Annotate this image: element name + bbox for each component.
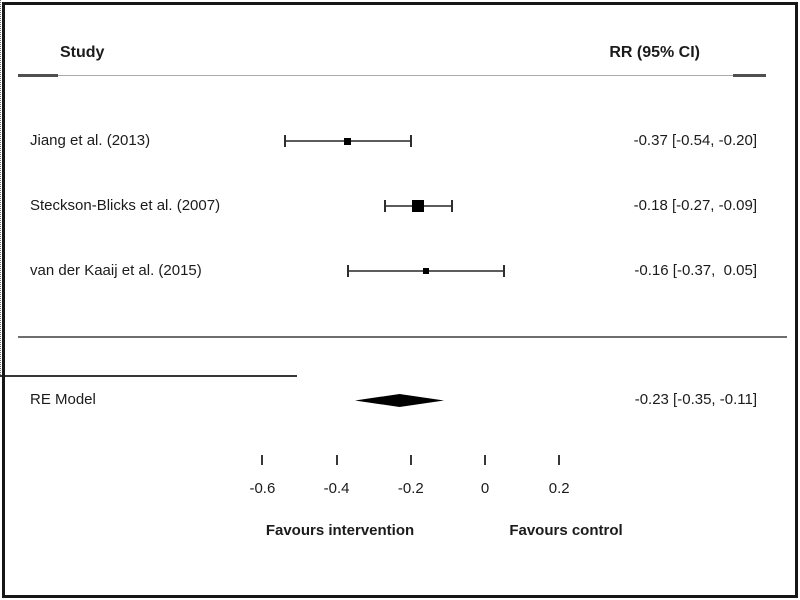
- x-axis-tick-label: -0.2: [397, 480, 424, 497]
- x-axis-tick: [409, 455, 412, 465]
- study-column-header: Study: [60, 44, 105, 61]
- reference-line: [0, 0, 1, 375]
- x-axis-tick: [261, 455, 264, 465]
- summary-label: RE Model: [30, 391, 96, 408]
- effect-column-header: RR (95% CI): [609, 44, 700, 61]
- favours-intervention-label: Favours intervention: [265, 522, 415, 539]
- x-axis-tick-label: -0.4: [323, 480, 350, 497]
- point-estimate-marker: [344, 137, 352, 145]
- ci-cap-left: [346, 265, 349, 277]
- ci-cap-right: [450, 200, 453, 212]
- x-axis-tick: [335, 455, 338, 465]
- summary-annotation: -0.23 [-0.35, -0.11]: [634, 391, 757, 408]
- ci-cap-right: [409, 135, 412, 147]
- effect-annotation: -0.16 [-0.37, 0.05]: [634, 262, 757, 279]
- summary-diamond: [355, 393, 445, 407]
- favours-control-label: Favours control: [509, 522, 623, 539]
- header-rule: [18, 75, 766, 76]
- ci-cap-right: [502, 265, 505, 277]
- x-axis-tick: [484, 455, 486, 465]
- x-axis-tick-label: 0.2: [548, 480, 570, 497]
- header-rule-right-end: [733, 74, 766, 77]
- plot-layer: Jiang et al. (2013) -0.37 [-0.54, -0.20] S…: [0, 0, 757, 497]
- study-label: Steckson-Blicks et al. (2007): [30, 197, 221, 214]
- x-axis-tick-label: -0.6: [249, 480, 276, 497]
- study-label: van der Kaaij et al. (2015): [30, 262, 202, 279]
- point-estimate-marker: [412, 200, 425, 212]
- header-rule-left-end: [18, 74, 58, 77]
- effect-annotation: -0.18 [-0.27, -0.09]: [633, 197, 757, 214]
- ci-cap-left: [383, 200, 386, 212]
- x-axis-tick: [558, 455, 561, 465]
- effect-annotation: -0.37 [-0.54, -0.20]: [633, 132, 757, 149]
- summary-separator-rule: [18, 336, 787, 338]
- ci-cap-left: [283, 135, 286, 147]
- x-axis-tick-label: 0: [480, 480, 490, 497]
- x-axis: [0, 375, 297, 377]
- point-estimate-marker: [422, 268, 429, 274]
- study-label: Jiang et al. (2013): [30, 132, 151, 149]
